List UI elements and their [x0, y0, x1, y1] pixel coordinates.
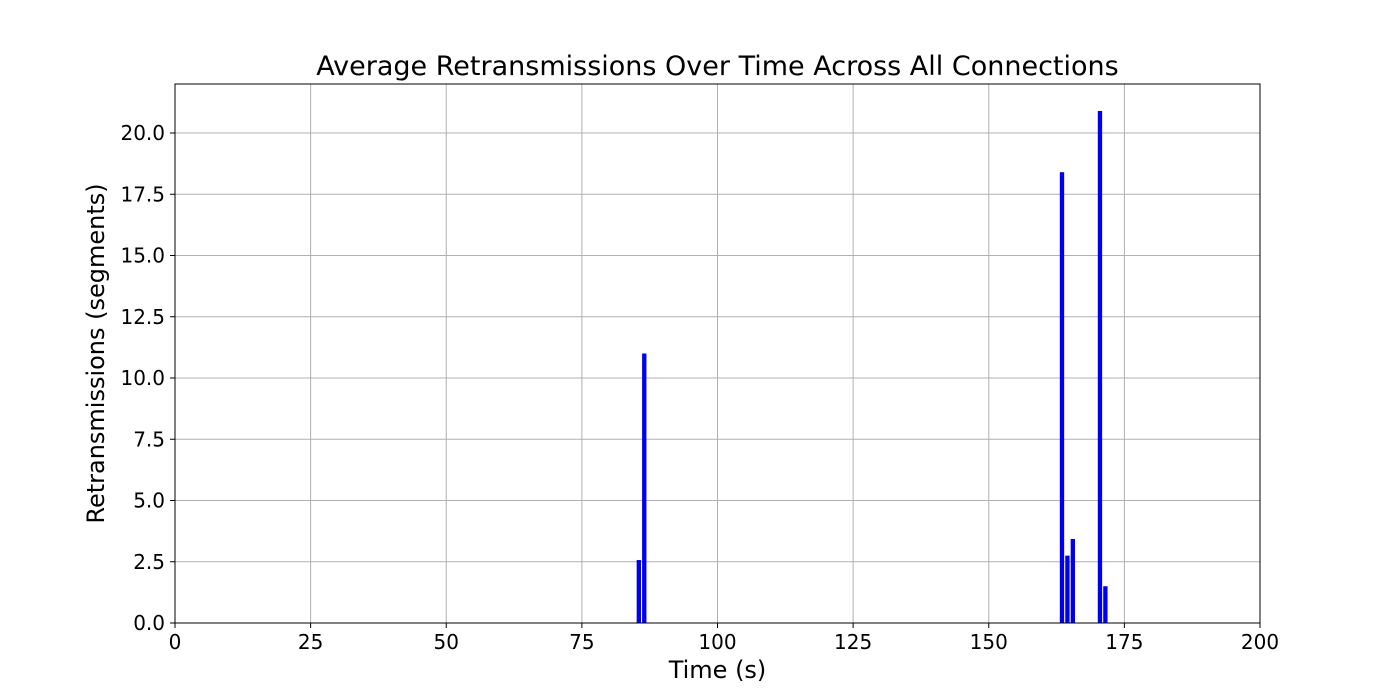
x-tick-label: 175	[1105, 630, 1143, 654]
x-tick-label: 0	[169, 630, 182, 654]
x-tick-label: 125	[834, 630, 872, 654]
y-tick-label: 17.5	[120, 182, 165, 206]
x-tick-label: 200	[1241, 630, 1279, 654]
x-axis-label: Time (s)	[668, 656, 767, 684]
y-tick-label: 7.5	[133, 427, 165, 451]
x-axis-ticks: 0 25 50 75 100 125 150 175 200	[169, 623, 1279, 654]
bar	[1059, 172, 1065, 623]
y-axis-ticks: 0.0 2.5 5.0 7.5 10.0 12.5 15.0 17.5 20.0	[120, 121, 175, 635]
y-tick-label: 20.0	[120, 121, 165, 145]
y-tick-label: 15.0	[120, 244, 165, 268]
y-tick-label: 12.5	[120, 305, 165, 329]
bars	[636, 110, 1108, 623]
bar	[1070, 538, 1076, 623]
grid-lines	[174, 84, 1261, 624]
bar	[1103, 586, 1108, 623]
x-tick-label: 25	[298, 630, 323, 654]
bar	[1097, 110, 1103, 623]
x-tick-label: 150	[970, 630, 1008, 654]
x-tick-label: 75	[569, 630, 594, 654]
y-tick-label: 5.0	[133, 489, 165, 513]
y-axis-label: Retransmissions (segments)	[82, 183, 110, 523]
y-tick-label: 10.0	[120, 366, 165, 390]
bar	[1065, 555, 1070, 623]
x-tick-label: 100	[698, 630, 736, 654]
y-tick-label: 2.5	[133, 550, 165, 574]
bar	[642, 353, 647, 623]
bar	[636, 560, 642, 623]
x-tick-label: 50	[434, 630, 459, 654]
y-tick-label: 0.0	[133, 611, 165, 635]
chart-title: Average Retransmissions Over Time Across…	[316, 51, 1118, 82]
